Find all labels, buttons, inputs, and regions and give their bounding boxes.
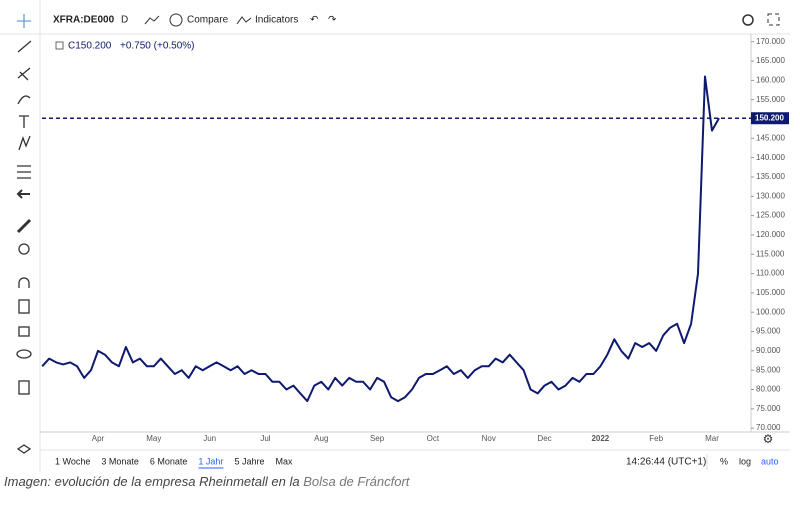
- x-tick-label: Jul: [260, 434, 270, 443]
- y-tick-label: 170.000: [756, 37, 785, 46]
- background: [0, 0, 800, 472]
- x-tick-label: Oct: [427, 434, 440, 443]
- indicators-button[interactable]: Indicators: [255, 15, 298, 26]
- caption-link[interactable]: Bolsa de Fráncfort: [303, 474, 411, 489]
- trend-tool[interactable]: [17, 40, 32, 53]
- last-price-box: [751, 112, 789, 125]
- caption: Imagen: evolución de la empresa Rheinmet…: [4, 474, 411, 489]
- x-tick-label: Aug: [314, 434, 328, 443]
- y-tick-label: 135.000: [756, 172, 785, 181]
- scale-button[interactable]: %: [720, 456, 728, 466]
- legend-close: C150.200: [68, 41, 112, 52]
- y-tick-label: 90.000: [756, 346, 781, 355]
- delete-tool[interactable]: [18, 380, 30, 395]
- prediction-tool[interactable]: [17, 165, 31, 179]
- layers-tool[interactable]: [16, 444, 32, 454]
- chart-style-icon[interactable]: [144, 15, 160, 25]
- legend-change: +0.750 (+0.50%): [120, 41, 195, 52]
- y-tick-label: 145.000: [756, 133, 785, 142]
- brush-tool[interactable]: [17, 95, 31, 105]
- y-tick-label: 75.000: [756, 404, 781, 413]
- measure-tool[interactable]: [16, 218, 32, 234]
- price-line: [41, 75, 720, 403]
- range-button[interactable]: 3 Monate: [101, 456, 139, 466]
- x-tick-label: Sep: [370, 434, 385, 443]
- y-tick-label: 110.000: [756, 269, 785, 278]
- compare-icon[interactable]: [169, 13, 183, 27]
- x-tick-label: Jun: [203, 434, 216, 443]
- range-button[interactable]: 1 Woche: [55, 456, 90, 466]
- y-tick-label: 130.000: [756, 191, 785, 200]
- undo[interactable]: ↶: [310, 15, 318, 26]
- visibility-tool[interactable]: [16, 349, 32, 359]
- pattern-tool[interactable]: [18, 135, 31, 151]
- compare-button[interactable]: Compare: [187, 15, 229, 26]
- indicators-icon[interactable]: [236, 16, 252, 25]
- y-tick-label: 80.000: [756, 385, 781, 394]
- range-button[interactable]: 1 Jahr: [198, 456, 223, 466]
- fib-tool[interactable]: [17, 67, 31, 81]
- lock-drawing-tool[interactable]: [18, 299, 30, 314]
- x-tick-label: Apr: [92, 434, 105, 443]
- scale-button[interactable]: auto: [761, 456, 779, 466]
- magnet-tool[interactable]: [18, 277, 30, 288]
- y-tick-label: 155.000: [756, 95, 785, 104]
- y-tick-label: 140.000: [756, 153, 785, 162]
- y-tick-label: 100.000: [756, 307, 785, 316]
- scale-button[interactable]: log: [739, 456, 751, 466]
- y-tick-label: 105.000: [756, 288, 785, 297]
- legend-collapse[interactable]: [55, 41, 64, 50]
- y-tick-label: 95.000: [756, 327, 781, 336]
- y-tick-label: 160.000: [756, 75, 785, 84]
- y-tick-label: 70.000: [756, 423, 781, 432]
- range-button[interactable]: 6 Monate: [150, 456, 188, 466]
- range-button[interactable]: Max: [275, 456, 293, 466]
- last-price-label: 150.200: [755, 113, 784, 122]
- x-tick-label: Mar: [705, 434, 719, 443]
- x-tick-label: Feb: [649, 434, 663, 443]
- y-tick-label: 85.000: [756, 365, 781, 374]
- redo[interactable]: ↷: [328, 15, 337, 26]
- interval[interactable]: D: [121, 15, 128, 26]
- axis-settings[interactable]: ⚙: [763, 432, 774, 446]
- x-tick-label: Dec: [537, 434, 551, 443]
- clock: 14:26:44 (UTC+1): [626, 457, 706, 468]
- caption-text: Imagen: evolución de la empresa Rheinmet…: [4, 474, 300, 489]
- y-tick-label: 165.000: [756, 56, 785, 65]
- y-tick-label: 115.000: [756, 249, 785, 258]
- fullscreen-icon[interactable]: [767, 13, 780, 26]
- settings-icon[interactable]: [742, 14, 754, 26]
- back-tool[interactable]: [16, 189, 30, 199]
- crosshair-tool[interactable]: [17, 14, 31, 28]
- range-button[interactable]: 5 Jahre: [234, 456, 264, 466]
- symbol[interactable]: XFRA:DE000: [53, 15, 115, 26]
- x-tick-label: Nov: [482, 434, 496, 443]
- y-tick-label: 125.000: [756, 211, 785, 220]
- x-tick-label: 2022: [591, 434, 609, 443]
- lock-tool[interactable]: [18, 326, 30, 337]
- y-tick-label: 120.000: [756, 230, 785, 239]
- text-tool[interactable]: [19, 115, 29, 128]
- x-tick-label: May: [146, 434, 161, 443]
- zoom-tool[interactable]: [18, 243, 30, 255]
